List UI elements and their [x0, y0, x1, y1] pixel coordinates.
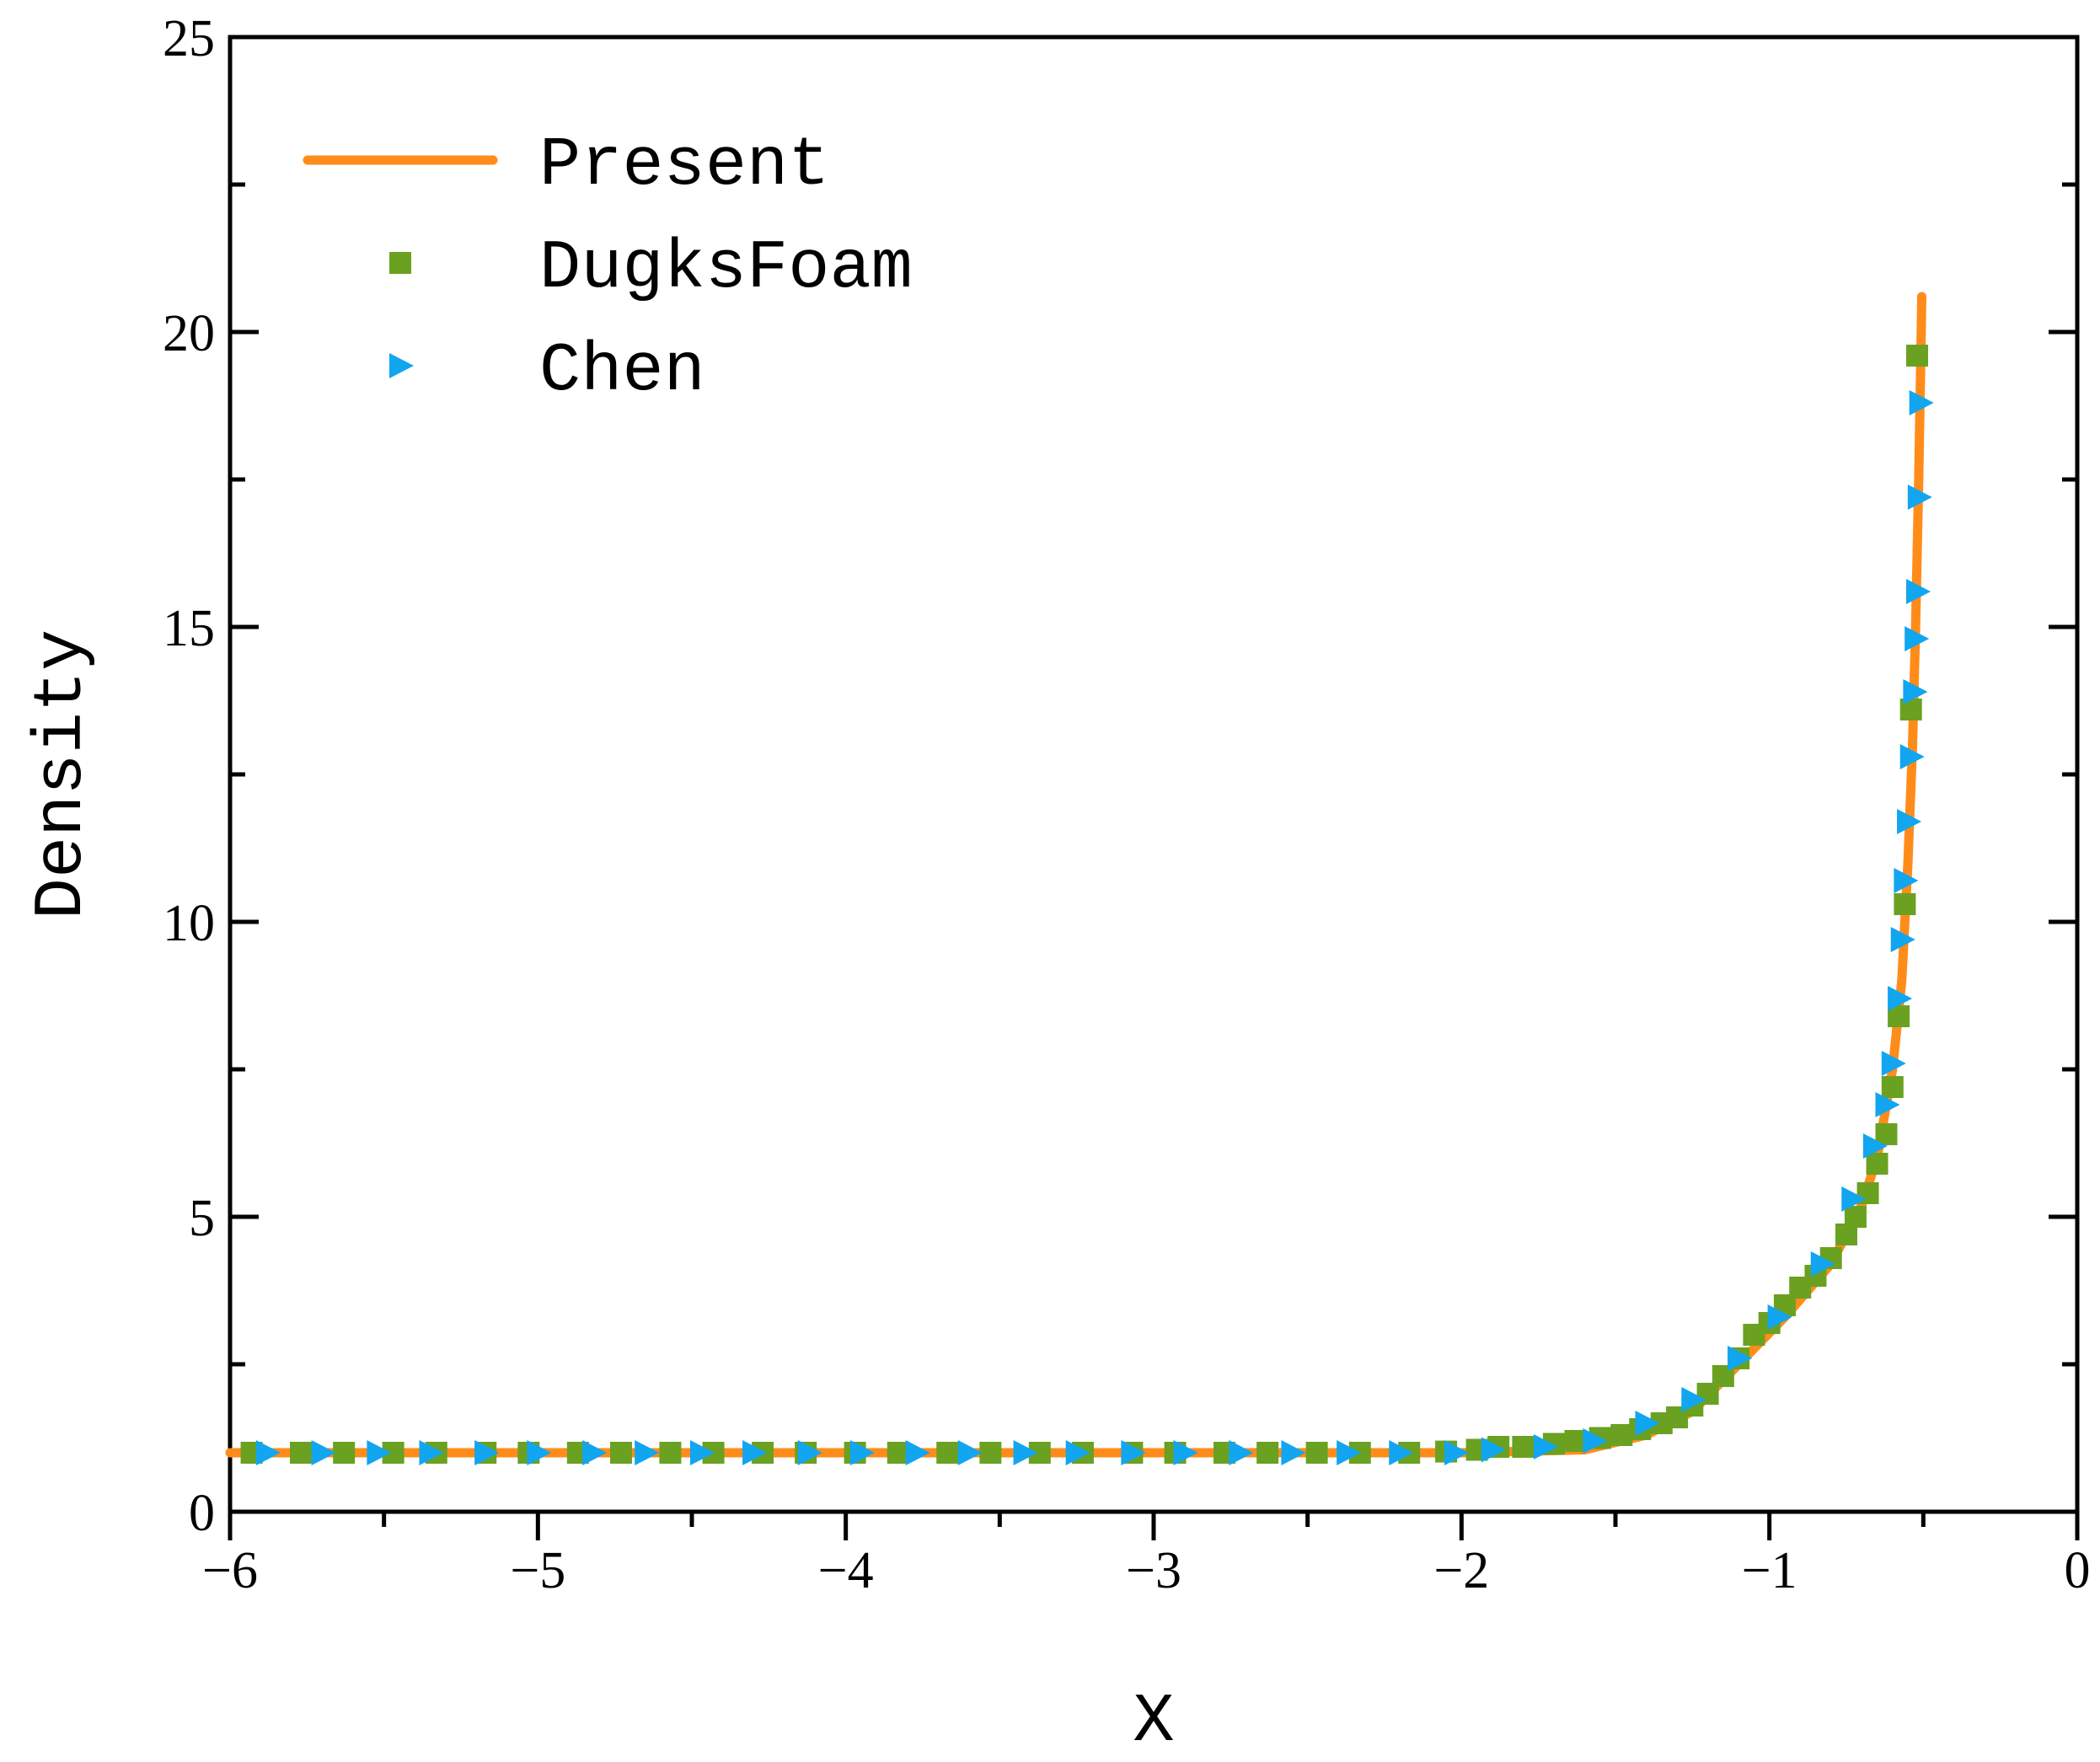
data-point [527, 1440, 552, 1465]
data-point [659, 1442, 682, 1464]
data-point [1881, 1051, 1906, 1076]
data-point [1881, 1076, 1904, 1098]
data-point [905, 1440, 930, 1465]
x-tick-label: −3 [1126, 1542, 1181, 1599]
legend-label: Present [539, 126, 829, 205]
data-point [1897, 809, 1922, 834]
data-point [1681, 1387, 1706, 1412]
y-tick-label: 25 [163, 10, 215, 67]
data-point [1256, 1442, 1279, 1464]
data-point [849, 1440, 875, 1465]
data-point [582, 1440, 608, 1465]
data-point [1583, 1428, 1608, 1454]
data-point [1875, 1092, 1900, 1117]
data-point [1899, 744, 1925, 769]
data-point [1866, 1153, 1888, 1175]
x-tick-label: −1 [1742, 1542, 1797, 1599]
data-point [1305, 1442, 1328, 1464]
data-point [1728, 1346, 1753, 1371]
x-tick-label: −5 [510, 1542, 565, 1599]
data-point [1610, 1424, 1633, 1446]
data-point [1389, 1440, 1414, 1465]
data-point [1337, 1440, 1362, 1465]
data-point [1904, 626, 1930, 651]
data-point [887, 1442, 909, 1464]
x-axis-label: X [1133, 1683, 1174, 1761]
data-point [1844, 1206, 1867, 1228]
data-point [1903, 679, 1928, 704]
data-point [1875, 1123, 1898, 1145]
data-point [367, 1440, 392, 1465]
data-point [311, 1440, 336, 1465]
x-tick-label: −4 [818, 1542, 874, 1599]
data-point [1013, 1440, 1038, 1465]
data-point [290, 1442, 313, 1464]
data-point [255, 1440, 281, 1465]
data-point [957, 1440, 983, 1465]
data-point [1841, 1186, 1867, 1212]
data-point [1767, 1304, 1792, 1330]
data-point [474, 1440, 500, 1465]
legend-label: Chen [539, 332, 705, 410]
data-point [689, 1440, 715, 1465]
data-point [1281, 1440, 1306, 1465]
data-point [419, 1440, 444, 1465]
data-point [979, 1442, 1002, 1464]
y-axis-label: Density [23, 629, 101, 919]
data-point [1810, 1251, 1835, 1277]
data-point [333, 1442, 356, 1464]
data-point [1444, 1440, 1470, 1465]
legend-swatch [389, 353, 414, 378]
data-point [1894, 868, 1919, 893]
data-point [797, 1440, 822, 1465]
data-point [1906, 345, 1929, 367]
data-point [1065, 1440, 1090, 1465]
y-tick-label: 20 [163, 305, 215, 362]
data-point [1909, 390, 1934, 415]
y-tick-label: 5 [189, 1190, 215, 1247]
data-point [936, 1442, 959, 1464]
y-tick-label: 15 [163, 600, 215, 657]
data-point [1533, 1434, 1558, 1459]
y-tick-label: 10 [163, 895, 215, 952]
data-point [1862, 1133, 1888, 1159]
data-point [609, 1442, 632, 1464]
data-point [1906, 579, 1931, 604]
data-point [1229, 1440, 1254, 1465]
data-point [1121, 1440, 1146, 1465]
y-tick-label: 0 [189, 1485, 215, 1542]
data-point [1481, 1437, 1506, 1463]
x-tick-label: −6 [202, 1542, 258, 1599]
data-point [1890, 927, 1915, 952]
legend-swatch [389, 252, 411, 274]
x-tick-label: 0 [2065, 1542, 2091, 1599]
data-point [1173, 1440, 1198, 1465]
data-point [1635, 1411, 1660, 1436]
data-point [742, 1440, 768, 1465]
data-point [1564, 1430, 1587, 1452]
data-point [1512, 1436, 1535, 1458]
data-point [635, 1440, 660, 1465]
data-point [1888, 986, 1913, 1011]
legend-label: DugksFoam [539, 229, 913, 308]
data-line [225, 292, 1927, 1458]
data-point [1907, 485, 1932, 510]
x-tick-label: −2 [1433, 1542, 1489, 1599]
data-point [1894, 893, 1916, 915]
